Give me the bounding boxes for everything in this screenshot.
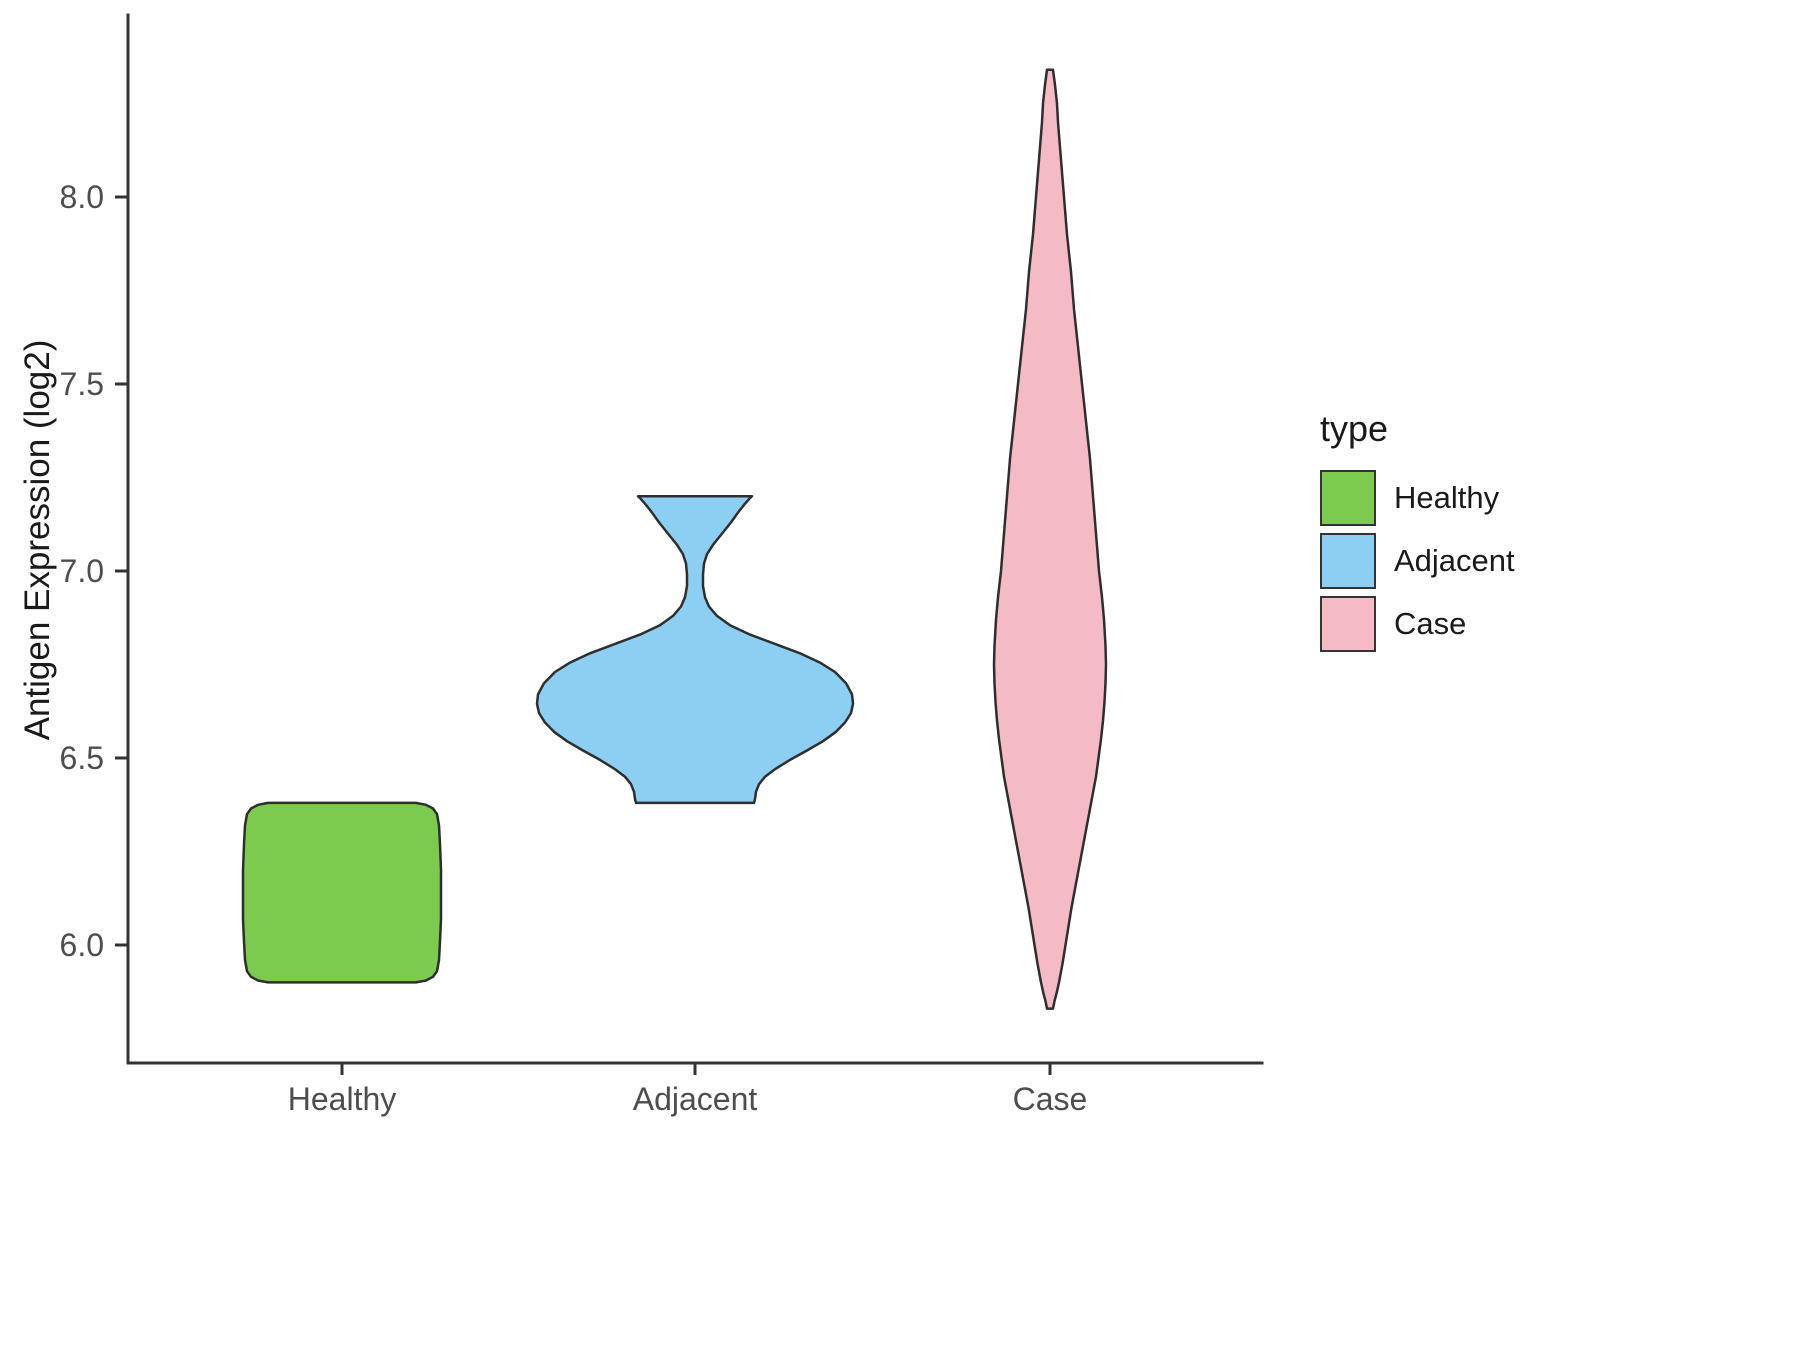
violin-adjacent	[535, 494, 855, 805]
legend-swatch-healthy	[1320, 470, 1376, 526]
legend-swatch-adjacent	[1320, 533, 1376, 589]
legend-swatch-case	[1320, 596, 1376, 652]
legend-label-healthy: Healthy	[1394, 480, 1500, 515]
legend: type Healthy Adjacent Case	[1320, 408, 1515, 652]
y-axis-title: Antigen Expression (log2)	[18, 339, 57, 741]
legend-entries: Healthy Adjacent Case	[1320, 470, 1515, 652]
legend-label-adjacent: Adjacent	[1394, 543, 1515, 578]
legend-title: type	[1320, 408, 1389, 449]
x-tick-label-healthy: Healthy	[288, 1081, 397, 1117]
legend-entry-case: Case	[1320, 596, 1515, 652]
legend-label-case: Case	[1394, 606, 1467, 641]
legend-entry-healthy: Healthy	[1320, 470, 1515, 526]
y-tick-label: 8.0	[60, 179, 104, 215]
violin-healthy	[241, 801, 443, 984]
x-tick-label-adjacent: Adjacent	[633, 1081, 758, 1117]
y-tick-label: 7.0	[60, 553, 104, 589]
x-tick-label-case: Case	[1013, 1081, 1088, 1117]
y-tick-label: 7.5	[60, 366, 104, 402]
legend-entry-adjacent: Adjacent	[1320, 533, 1515, 589]
y-tick-label: 6.0	[60, 927, 104, 963]
y-tick-label: 6.5	[60, 740, 104, 776]
violin-case	[992, 68, 1108, 1010]
